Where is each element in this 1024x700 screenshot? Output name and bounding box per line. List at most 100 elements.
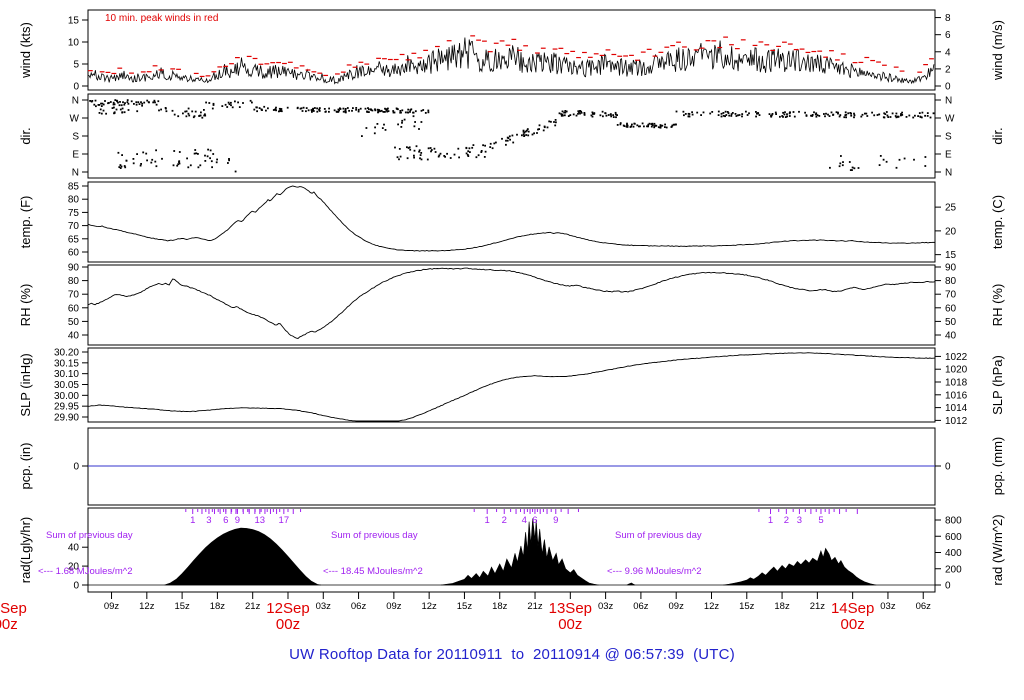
direction-dot xyxy=(152,101,155,104)
direction-dot xyxy=(523,135,525,137)
y-tick-label: 1022 xyxy=(945,352,968,363)
direction-dot xyxy=(651,122,654,125)
direction-dot xyxy=(894,115,897,117)
x-tick-label: 03z xyxy=(598,601,614,612)
direction-dot xyxy=(344,109,347,112)
rad-area xyxy=(164,527,321,586)
direction-dot xyxy=(638,125,640,128)
direction-dot xyxy=(629,126,632,128)
direction-dot xyxy=(841,164,844,167)
slp-series xyxy=(87,352,936,422)
temp-series xyxy=(87,185,936,252)
direction-dot xyxy=(403,118,406,121)
direction-dot xyxy=(367,107,369,109)
direction-dot xyxy=(665,126,668,129)
direction-dot xyxy=(143,101,146,104)
direction-dot xyxy=(900,113,902,115)
direction-dot xyxy=(577,112,579,115)
direction-dot xyxy=(383,123,385,126)
x-tick-label: 06z xyxy=(351,601,367,612)
direction-dot xyxy=(209,149,212,152)
direction-dot xyxy=(300,107,303,110)
direction-dot xyxy=(147,101,150,103)
direction-dot xyxy=(538,128,540,130)
y-tick-label: 80 xyxy=(68,195,80,206)
direction-dot xyxy=(783,113,786,116)
direction-dot xyxy=(650,125,653,128)
direction-dot xyxy=(160,108,162,111)
direction-dot xyxy=(185,110,188,113)
direction-dot xyxy=(274,108,276,111)
temp-right-axis-title: temp. (C) xyxy=(990,195,1005,249)
direction-dot xyxy=(784,111,786,114)
direction-dot xyxy=(932,112,935,115)
direction-dot xyxy=(123,111,126,114)
x-tick-label: 21z xyxy=(245,601,261,612)
peak-wind-note: 10 min. peak winds in red xyxy=(105,13,219,24)
direction-dot xyxy=(263,105,266,108)
direction-dot xyxy=(501,137,503,140)
direction-dot xyxy=(325,110,327,113)
direction-dot xyxy=(105,112,107,115)
direction-dot xyxy=(117,101,119,104)
rad-sum-label: Sum of previous day xyxy=(46,530,133,541)
y-tick-label: 80 xyxy=(945,276,957,287)
direction-dot xyxy=(483,156,486,158)
direction-dot xyxy=(228,158,230,160)
rad-cum-tick-label: 9 xyxy=(553,515,558,526)
direction-dot xyxy=(409,111,411,113)
direction-dot xyxy=(546,126,549,129)
y-tick-label: 15 xyxy=(68,16,80,27)
direction-dot xyxy=(412,111,415,114)
direction-dot xyxy=(883,116,886,119)
y-tick-label: 0 xyxy=(945,82,951,93)
direction-dot xyxy=(898,158,901,161)
direction-dot xyxy=(636,124,639,127)
direction-dot xyxy=(342,110,345,113)
direction-dot xyxy=(561,110,564,113)
direction-dot xyxy=(126,101,129,103)
y-tick-label: W xyxy=(945,114,955,125)
direction-dot xyxy=(138,103,141,105)
direction-dot xyxy=(920,116,923,119)
direction-dot xyxy=(102,109,105,112)
y-tick-label: 1018 xyxy=(945,378,968,389)
direction-dot xyxy=(887,116,890,118)
y-tick-label: 2 xyxy=(945,64,951,75)
direction-dot xyxy=(127,109,130,111)
direction-dot xyxy=(187,166,190,169)
direction-dot xyxy=(197,166,200,169)
direction-dot xyxy=(480,151,483,153)
direction-dot xyxy=(770,114,772,117)
wind-left-axis-title: wind (kts) xyxy=(18,22,33,79)
direction-dot xyxy=(610,115,613,118)
direction-dot xyxy=(696,111,699,114)
direction-dot xyxy=(516,133,518,136)
direction-dot xyxy=(141,102,144,105)
y-tick-label: 8 xyxy=(945,13,951,24)
direction-dot xyxy=(458,156,460,159)
direction-dot xyxy=(224,103,227,106)
direction-dot xyxy=(684,113,687,115)
direction-dot xyxy=(439,152,442,155)
direction-dot xyxy=(346,107,349,109)
direction-dot xyxy=(242,102,244,104)
direction-dot xyxy=(847,112,850,115)
direction-dot xyxy=(590,114,593,117)
direction-dot xyxy=(212,102,215,105)
direction-dot xyxy=(191,110,194,113)
direction-dot xyxy=(371,109,374,112)
direction-dot xyxy=(756,112,758,115)
direction-dot xyxy=(119,164,122,166)
direction-dot xyxy=(344,108,347,110)
direction-dot xyxy=(140,101,142,104)
direction-dot xyxy=(172,164,175,167)
y-tick-label: 6 xyxy=(945,30,951,41)
direction-dot xyxy=(477,154,480,157)
x-tick-label: 03z xyxy=(880,601,896,612)
direction-dot xyxy=(302,106,305,109)
direction-dot xyxy=(101,102,104,105)
direction-dot xyxy=(604,112,607,115)
direction-dot xyxy=(413,125,416,128)
direction-dot xyxy=(275,109,277,112)
